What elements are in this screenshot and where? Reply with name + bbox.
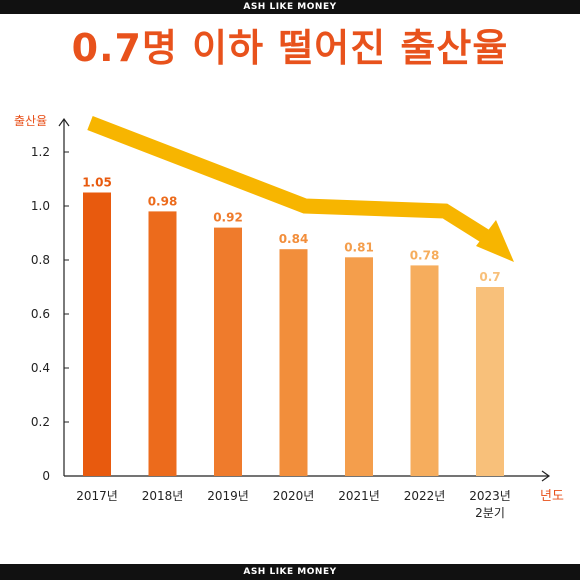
y-tick-label: 0.2 (31, 415, 50, 429)
y-tick-label: 0.6 (31, 307, 50, 321)
y-tick-label: 0 (42, 469, 50, 483)
bar (345, 257, 373, 476)
x-tick-label: 2020년 (273, 489, 315, 503)
bar (148, 211, 177, 476)
data-label: 0.84 (279, 232, 309, 246)
y-tick-label: 0.4 (31, 361, 50, 375)
y-tick-label: 1.2 (31, 145, 50, 159)
y-axis-title: 출산율 (14, 114, 47, 128)
x-tick-label: 2019년 (207, 489, 249, 503)
x-tick-label: 2022년 (404, 489, 446, 503)
data-label: 0.98 (148, 194, 178, 208)
chart-data-labels: 1.05 0.98 0.92 0.84 0.81 0.78 0.7 (82, 176, 500, 285)
x-tick-label: 2017년 (76, 489, 118, 503)
data-label: 1.05 (82, 176, 112, 190)
bottom-brand-bar: ASH LIKE MONEY (0, 564, 580, 580)
bar (83, 192, 111, 476)
y-axis-arrowhead (58, 117, 70, 127)
bar (410, 265, 439, 476)
x-tick-label: 2023년 2분기 (469, 489, 511, 520)
trend-arrow (87, 116, 514, 262)
x-axis-title: 년도 (540, 489, 564, 504)
data-label: 0.81 (344, 240, 374, 254)
bar (214, 227, 242, 476)
x-axis-arrowhead (541, 470, 551, 482)
y-tick-label: 1.0 (31, 199, 50, 213)
bar (279, 249, 308, 476)
y-tick-label: 0.8 (31, 253, 50, 267)
chart-bars (83, 192, 504, 476)
trend-arrow-head (476, 220, 514, 262)
data-label: 0.78 (410, 248, 440, 262)
chart-x-ticks: 2017년 2018년 2019년 2020년 2021년 2022년 2023년 2분기 (76, 489, 511, 520)
top-brand-bar: ASH LIKE MONEY (0, 0, 580, 14)
trend-arrow-shaft (87, 116, 492, 245)
data-label: 0.92 (213, 211, 243, 225)
page-title: 0.7명 이하 떨어진 출산율 (71, 26, 509, 70)
chart-y-ticks: 0 0.2 0.4 0.6 0.8 1.0 1.2 (31, 145, 69, 483)
x-tick-label: 2018년 (142, 489, 184, 503)
bar (476, 287, 504, 476)
x-tick-label: 2021년 (338, 489, 380, 503)
data-label: 0.7 (479, 270, 500, 284)
